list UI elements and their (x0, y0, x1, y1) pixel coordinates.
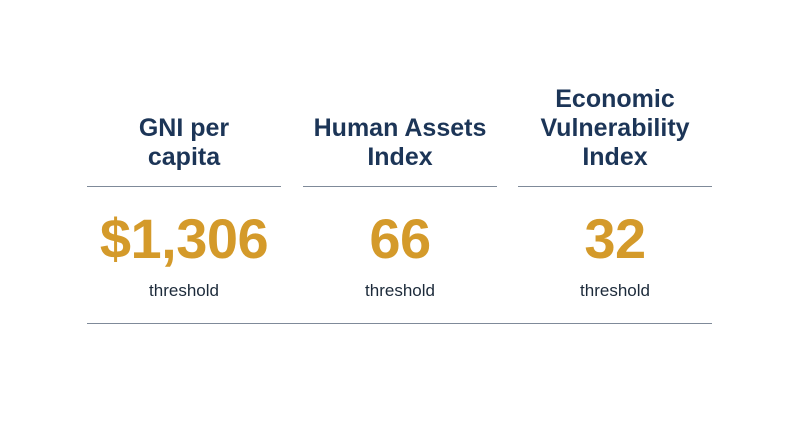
metric-gni-per-capita: GNI per capita $1,306 threshold (87, 80, 281, 301)
metric-header: Economic Vulnerability Index (518, 80, 712, 186)
metric-caption: threshold (149, 281, 219, 300)
divider (518, 186, 712, 187)
metric-economic-vulnerability-index: Economic Vulnerability Index 32 threshol… (518, 80, 712, 301)
metric-human-assets-index: Human Assets Index 66 threshold (303, 80, 497, 301)
metric-heading: Economic Vulnerability Index (540, 85, 690, 171)
metric-caption: threshold (580, 281, 650, 300)
metric-heading: Human Assets Index (313, 114, 487, 171)
metric-heading: GNI per capita (138, 114, 230, 171)
divider (87, 186, 281, 187)
metric-value: 66 (369, 207, 431, 270)
metric-header: GNI per capita (87, 80, 281, 186)
metric-caption: threshold (365, 281, 435, 300)
metric-value: 32 (584, 207, 646, 270)
metric-header: Human Assets Index (303, 80, 497, 186)
bottom-divider (87, 323, 712, 324)
divider (303, 186, 497, 187)
metric-value: $1,306 (99, 207, 269, 270)
